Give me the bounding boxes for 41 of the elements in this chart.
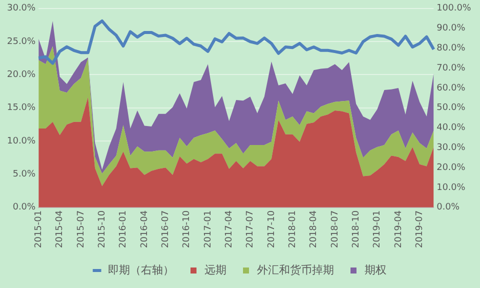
- x-tick-label: 2015-07: [76, 210, 86, 248]
- x-tick-label: 2017-01: [203, 210, 214, 248]
- legend-label: 外汇和货币掉期: [257, 263, 334, 276]
- legend-label: 期权: [364, 263, 386, 276]
- x-tick-label: 2015-10: [97, 210, 108, 248]
- y-tick-label: 20.0%: [6, 70, 36, 80]
- y-tick-label: 5.0%: [12, 170, 36, 180]
- x-tick-label: 2018-07: [330, 210, 340, 248]
- y-tick-label: 30.0%: [6, 4, 36, 14]
- x-tick-label: 2015-01: [34, 210, 44, 248]
- x-tick-label: 2019-01: [372, 210, 383, 248]
- y2-tick-label: 60.0%: [436, 83, 466, 94]
- x-tick-label: 2016-07: [160, 210, 171, 248]
- x-tick-label: 2016-04: [140, 210, 150, 248]
- x-tick-label: 2017-10: [266, 210, 277, 248]
- x-tick-label: 2018-04: [309, 210, 320, 248]
- y-tick-label: 25.0%: [6, 36, 36, 47]
- y-tick-label: 0.0%: [12, 202, 36, 213]
- x-tick-label: 2019-04: [394, 210, 404, 248]
- x-tick-label: 2015-04: [55, 210, 66, 248]
- y2-tick-label: 10.0%: [436, 182, 466, 193]
- y2-tick-label: 100.0%: [436, 4, 472, 14]
- x-tick-label: 2017-04: [224, 210, 234, 248]
- x-tick-label: 2017-07: [246, 210, 256, 248]
- y2-tick-label: 40.0%: [436, 123, 466, 134]
- x-tick-label: 2016-01: [118, 210, 129, 248]
- y2-tick-label: 20.0%: [436, 162, 466, 173]
- legend-label: 即期（右轴）: [108, 263, 174, 276]
- x-tick-label: 2018-10: [351, 210, 362, 248]
- y2-tick-label: 80.0%: [436, 44, 466, 54]
- x-tick-label: 2018-01: [288, 210, 298, 248]
- y2-tick-label: 50.0%: [436, 103, 466, 114]
- x-tick-label: 2016-10: [182, 210, 192, 248]
- y-tick-label: 10.0%: [6, 136, 36, 146]
- y2-tick-label: 0.0%: [436, 202, 460, 213]
- y2-tick-label: 70.0%: [436, 63, 466, 74]
- y2-tick-label: 30.0%: [436, 143, 466, 154]
- x-tick-label: 2019-07: [414, 210, 425, 248]
- legend-label: 远期: [204, 263, 226, 276]
- y2-tick-label: 90.0%: [436, 24, 466, 34]
- y-tick-label: 15.0%: [6, 103, 36, 114]
